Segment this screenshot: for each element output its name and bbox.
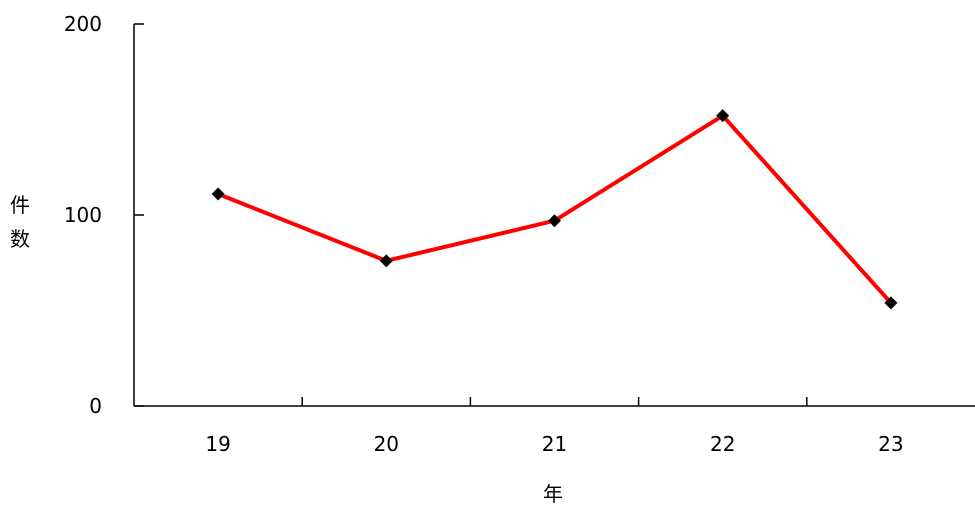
x-tick-label: 22 xyxy=(710,432,735,456)
x-axis-title: 年 xyxy=(543,482,563,506)
x-tick-label: 23 xyxy=(878,432,903,456)
y-axis-title-char-2: 数 xyxy=(10,227,30,251)
y-tick-label: 0 xyxy=(89,394,102,418)
x-tick-label: 20 xyxy=(374,432,399,456)
data-point-marker xyxy=(548,214,561,228)
x-tick-label: 19 xyxy=(205,432,230,456)
y-axis: 0 100 200 xyxy=(64,12,144,418)
x-tick-label: 21 xyxy=(542,432,567,456)
data-point-marker xyxy=(884,296,898,310)
data-point-marker xyxy=(379,254,393,268)
x-axis: 19 20 21 22 23 xyxy=(134,397,975,456)
series-line xyxy=(217,113,893,305)
y-axis-title-char-1: 件 xyxy=(10,193,30,217)
data-point-marker xyxy=(716,109,730,123)
y-tick-label: 200 xyxy=(64,12,102,36)
data-point-marker xyxy=(211,187,225,201)
y-tick-label: 100 xyxy=(64,203,102,227)
series-group xyxy=(211,109,898,310)
